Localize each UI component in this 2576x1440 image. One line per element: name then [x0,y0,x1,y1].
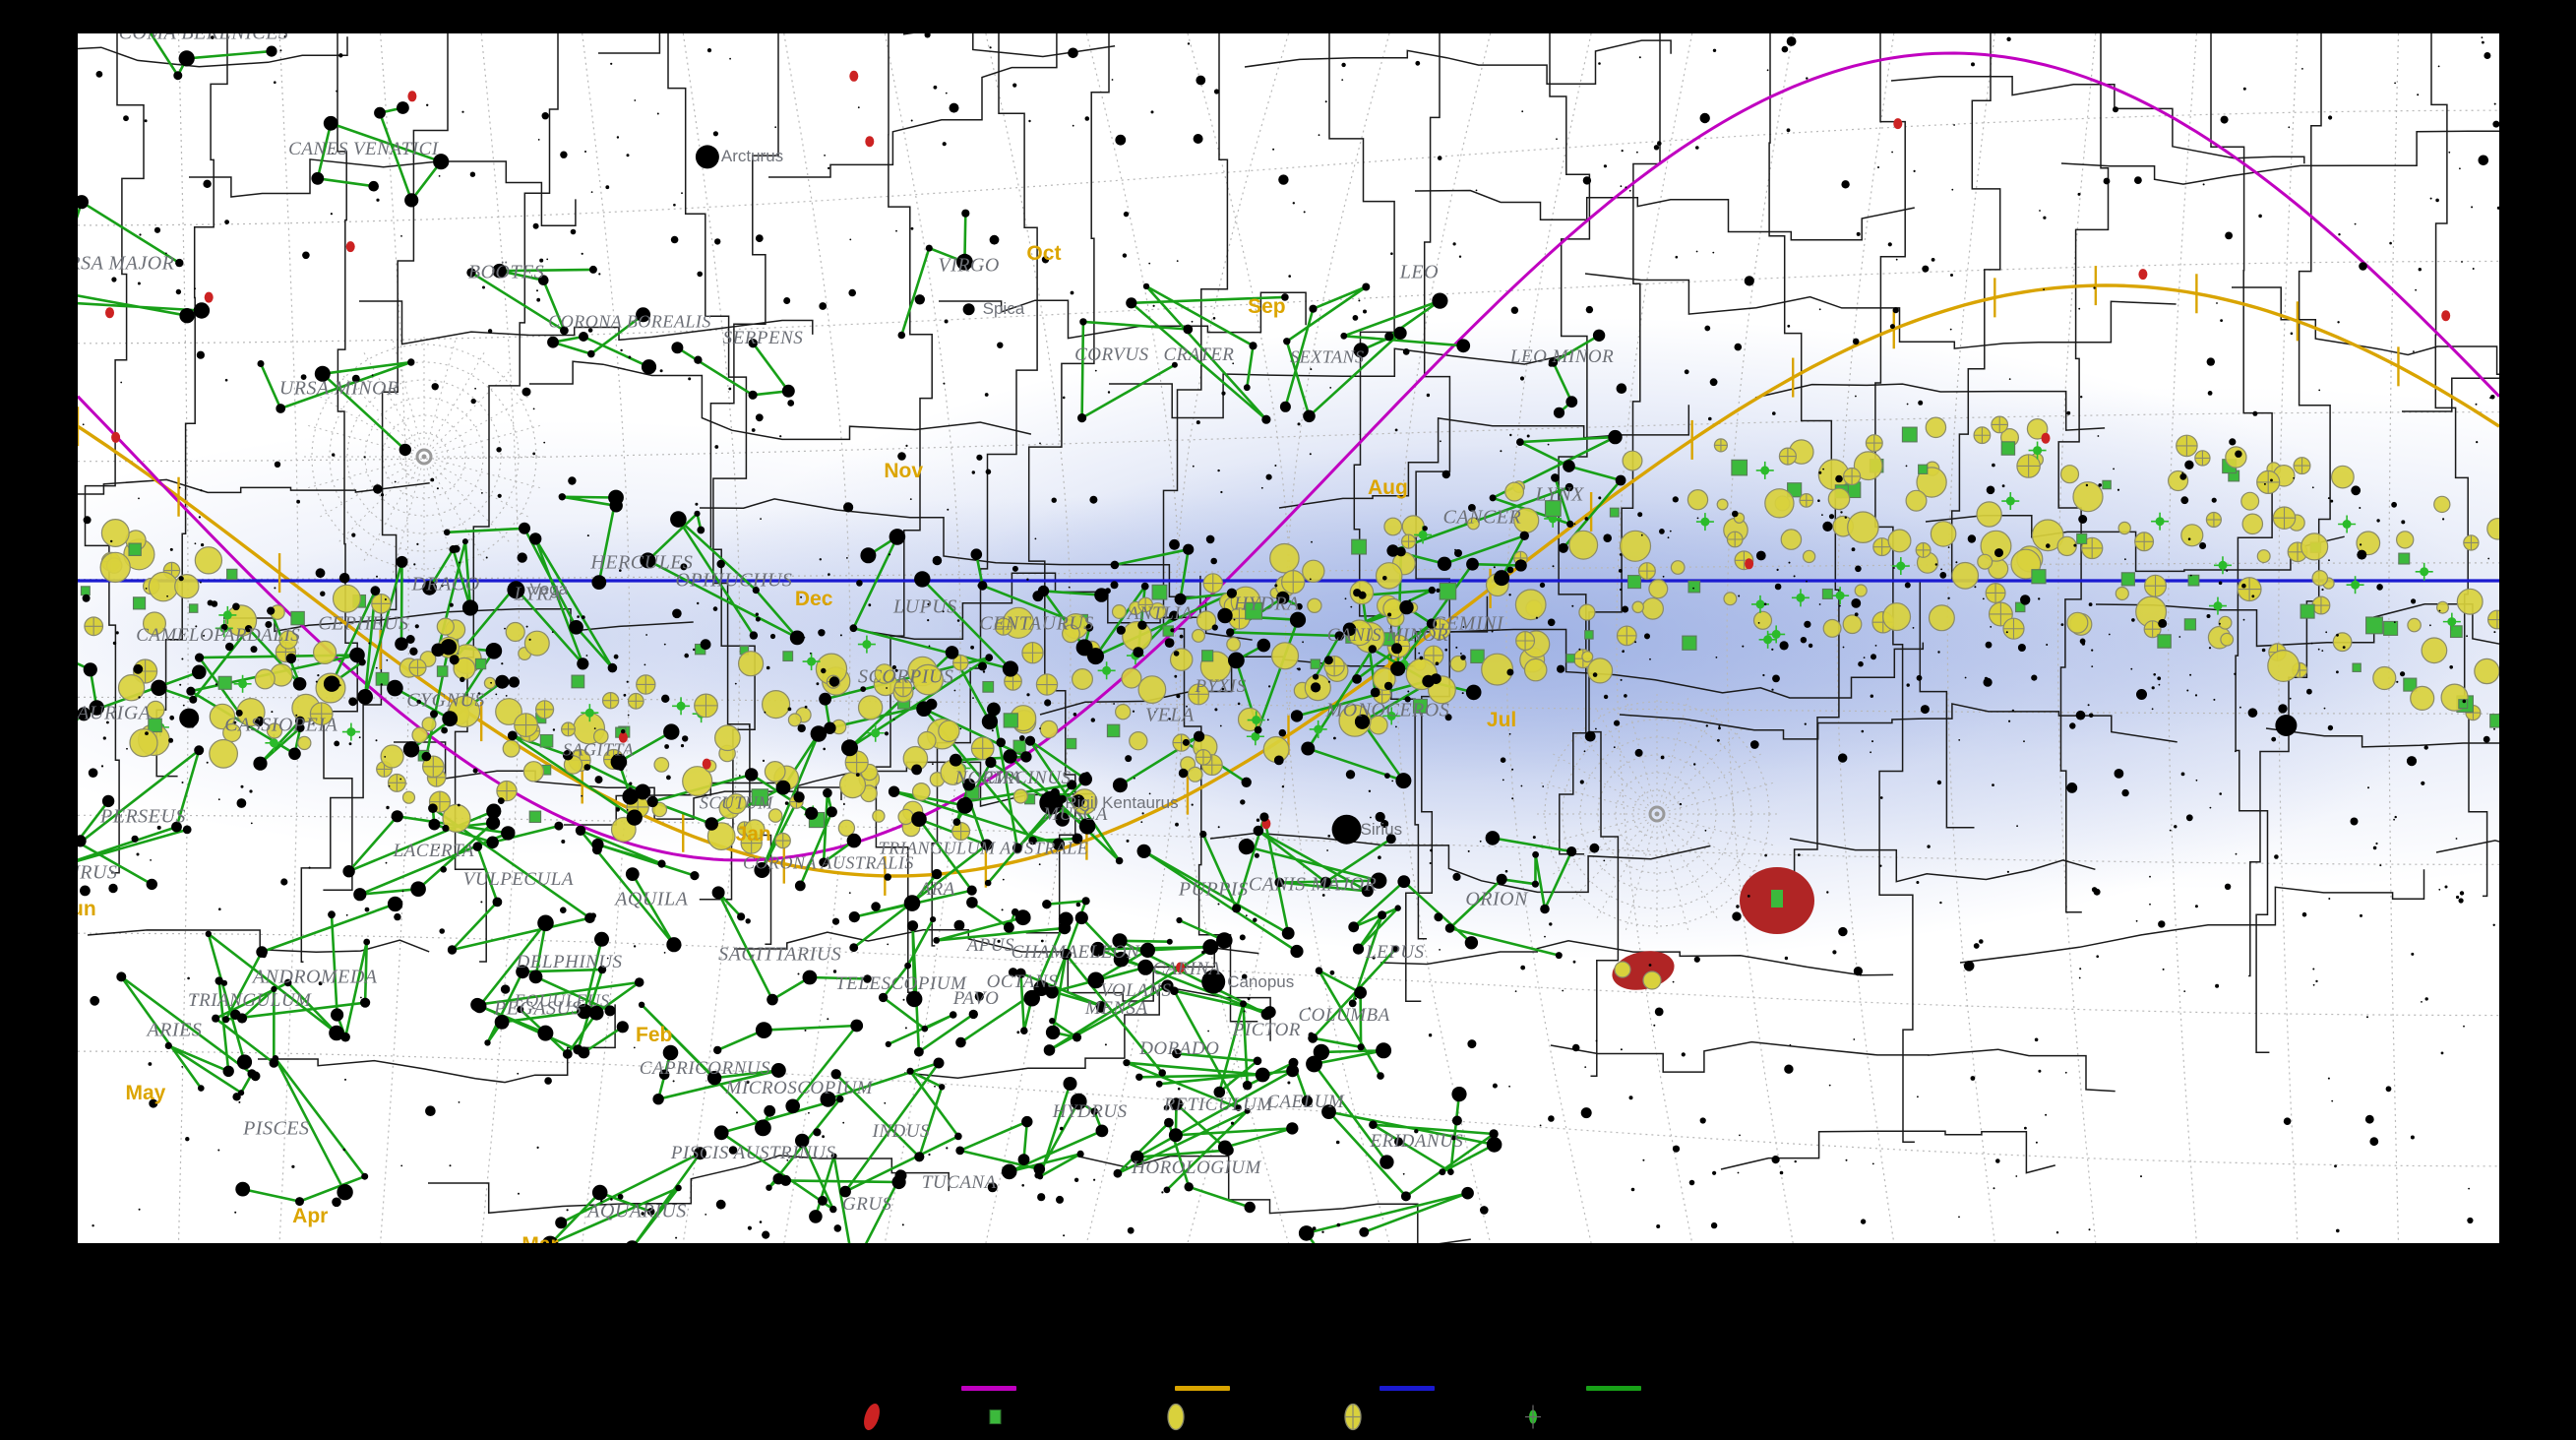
legend-globular-cluster-circle [1335,1400,1371,1440]
legend-open-cluster-circle [1158,1400,1194,1440]
legend-marker-label: Nebula [1021,1410,1069,1428]
legend-line-label: Ecliptic [1240,1379,1287,1397]
legend-line-swatch [1586,1386,1641,1391]
sky-chart-plate[interactable]: COMA BERENICESCANES VENATICIURSA MAJORBO… [78,33,2499,1243]
legend-line-swatch [1175,1386,1230,1391]
legend-planetary-nebula-cross [1515,1400,1551,1440]
legend-line-label: Celestial equator [1444,1379,1556,1397]
legend-line-label: Galactic equator [1026,1379,1135,1397]
legend-marker-label: Galaxy [897,1410,944,1428]
legend-marker-label: Planetary nebula [1559,1410,1670,1428]
legend-line-swatch [1380,1386,1435,1391]
legend-nebula-square [978,1400,1013,1440]
legend-line-swatch [961,1386,1016,1391]
legend-marker-label: Open cluster [1201,1410,1286,1428]
legend-galaxy-ellipse [854,1400,889,1440]
sky-vector-layer [78,33,2499,1243]
legend-line-label: Constellation figure [1651,1379,1778,1397]
legend-marker-label: Globular cluster [1379,1410,1483,1428]
chart-legend: Galactic equator Ecliptic Celestial equato… [0,1243,2576,1438]
